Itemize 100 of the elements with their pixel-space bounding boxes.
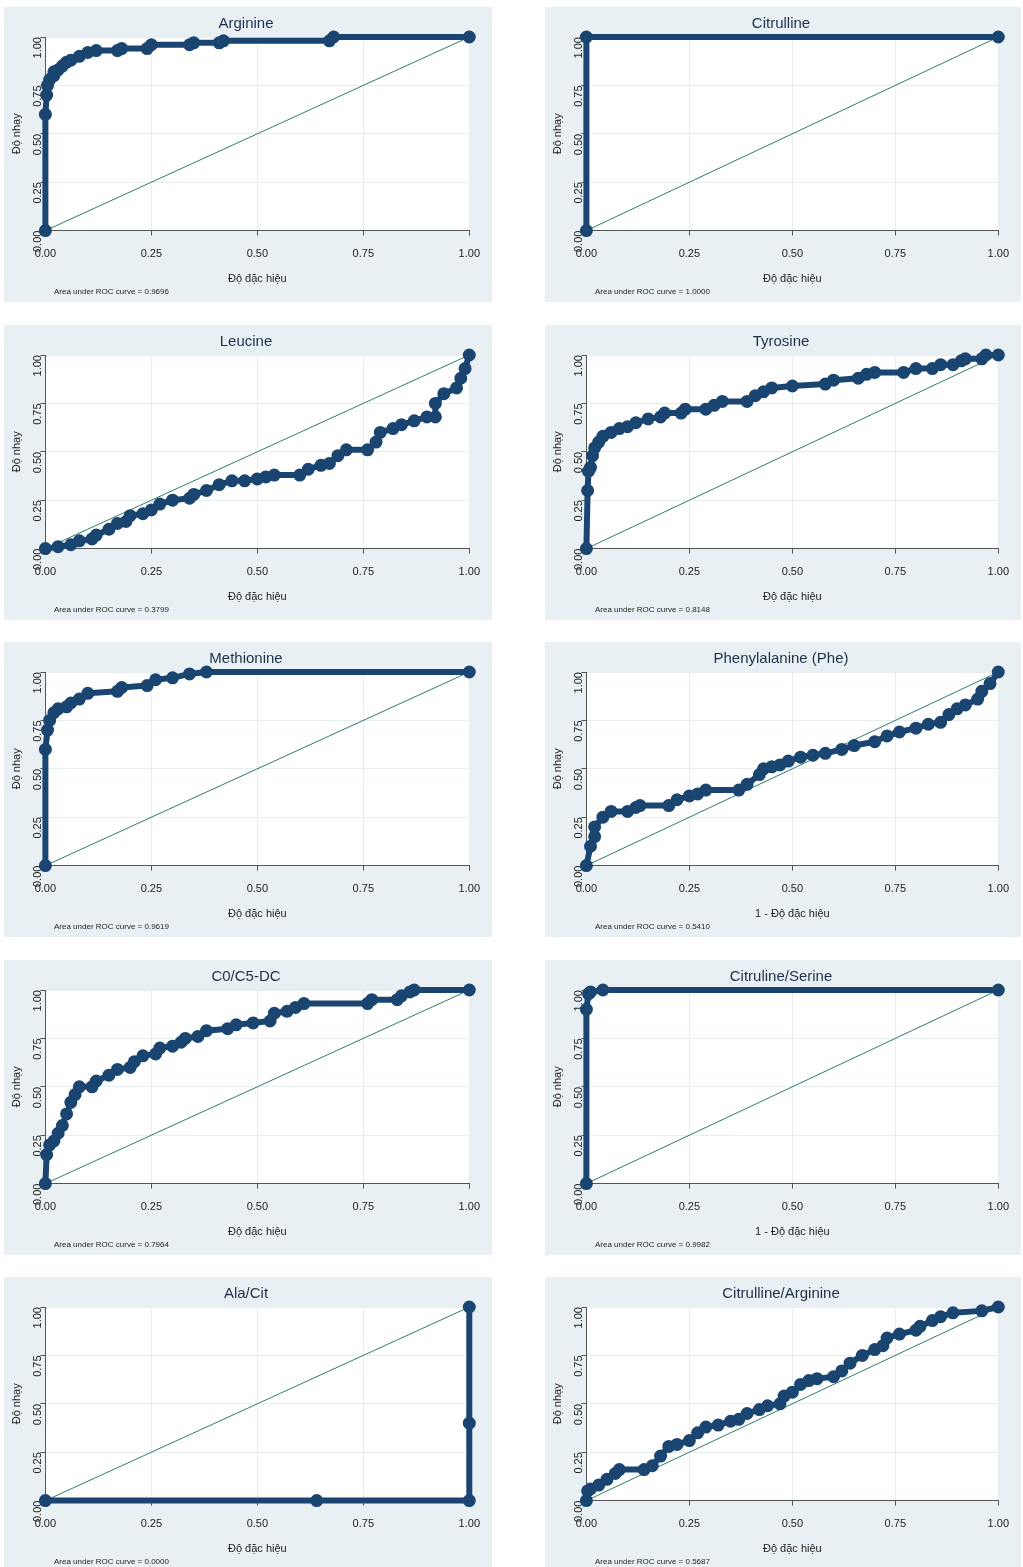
y-tick-label: 0.25 [31, 817, 44, 839]
y-tick-label: 0.50 [31, 451, 44, 474]
x-tick-label: 1.00 [987, 565, 1010, 578]
y-axis-title: Độ nhạy [9, 430, 22, 473]
x-tick-label: 0.50 [246, 1517, 269, 1530]
y-tick-label: 0.75 [31, 1038, 44, 1060]
text: Area under ROC curve = 0.9619 [54, 922, 170, 931]
x-tick-label: 1.00 [458, 1517, 481, 1530]
y-axis-title: Độ nhạy [9, 747, 22, 790]
x-tick-label: 0.75 [884, 247, 907, 260]
y-tick-label: 0.75 [31, 85, 44, 107]
y-tick-label: 1.00 [572, 355, 585, 377]
text: Area under ROC curve = 0.3799 [54, 605, 170, 614]
x-tick-label: 0.25 [678, 1517, 701, 1530]
x-tick-label: 0.50 [246, 565, 269, 578]
y-tick-label: 0.25 [31, 182, 44, 204]
x-tick-label: 0.50 [781, 1517, 804, 1530]
y-axis-title: Độ nhạy [9, 1382, 22, 1425]
x-tick-label: 1.00 [458, 882, 481, 895]
x-tick-label: 0.50 [781, 1200, 804, 1213]
y-tick-label: 0.50 [572, 1086, 585, 1109]
chart-title: Citruline/Serine [729, 967, 833, 985]
x-tick-label: 1.00 [987, 1200, 1010, 1213]
x-tick-label: 1.00 [987, 882, 1010, 895]
chart-title: Methionine [209, 649, 283, 667]
y-tick-label: 0.50 [572, 133, 585, 156]
y-tick-label: 0.50 [572, 768, 585, 791]
y-axis-title: Độ nhạy [550, 1382, 563, 1425]
text: Area under ROC curve = 0.5410 [595, 922, 711, 931]
x-axis-title: Độ đặc hiệu [762, 1542, 822, 1555]
y-tick-label: 1.00 [31, 37, 44, 59]
y-tick-label: 1.00 [572, 1307, 585, 1329]
x-tick-label: 1.00 [458, 565, 481, 578]
chart-title: Phenylalanine (Phe) [713, 649, 849, 667]
y-tick-label: 0.25 [572, 1135, 585, 1157]
chart-title: Leucine [219, 332, 273, 350]
x-axis-title: Độ đặc hiệu [227, 272, 287, 285]
y-tick-label: 0.75 [572, 720, 585, 742]
x-tick-label: 0.25 [140, 1200, 163, 1213]
y-tick-label: 0.50 [31, 1086, 44, 1109]
x-tick-label: 0.50 [246, 247, 269, 260]
y-tick-label: 0.25 [572, 1452, 585, 1474]
y-tick-label: 0.75 [572, 403, 585, 425]
y-tick-label: 0.50 [31, 133, 44, 156]
x-tick-label: 0.25 [140, 565, 163, 578]
chart-title: Citrulline [751, 14, 811, 32]
y-tick-label: 0.50 [572, 451, 585, 474]
text: Area under ROC curve = 0.7964 [54, 1240, 170, 1249]
x-tick-label: 0.25 [678, 882, 701, 895]
text: Area under ROC curve = 0.9982 [595, 1240, 711, 1249]
x-axis-title: Độ đặc hiệu [227, 1225, 287, 1238]
y-tick-label: 1.00 [31, 1307, 44, 1329]
x-tick-label: 0.25 [678, 247, 701, 260]
x-tick-label: 0.50 [781, 882, 804, 895]
y-tick-label: 0.75 [572, 85, 585, 107]
y-tick-label: 1.00 [31, 990, 44, 1012]
x-tick-label: 0.75 [884, 1200, 907, 1213]
chart-title: C0/C5-DC [211, 967, 281, 985]
x-axis-title: Độ đặc hiệu [227, 907, 287, 920]
y-axis-title: Độ nhạy [9, 112, 22, 155]
y-axis-title: Độ nhạy [9, 1065, 22, 1108]
x-tick-label: 0.25 [140, 882, 163, 895]
text: Area under ROC curve = 0.0000 [54, 1557, 170, 1566]
x-axis-title: 1 - Độ đặc hiệu [755, 907, 830, 920]
y-tick-label: 0.25 [31, 1452, 44, 1474]
y-tick-label: 0.25 [572, 182, 585, 204]
y-tick-label: 0.75 [31, 403, 44, 425]
y-tick-label: 0.25 [572, 500, 585, 522]
x-tick-label: 0.75 [884, 565, 907, 578]
chart-title: Arginine [218, 14, 274, 32]
y-tick-label: 1.00 [572, 37, 585, 59]
x-tick-label: 0.25 [678, 1200, 701, 1213]
x-tick-label: 0.50 [781, 247, 804, 260]
x-tick-label: 0.50 [246, 1200, 269, 1213]
x-axis-title: Độ đặc hiệu [762, 272, 822, 285]
x-tick-label: 0.50 [781, 565, 804, 578]
x-axis-title: Độ đặc hiệu [762, 590, 822, 603]
y-axis-title: Độ nhạy [550, 112, 563, 155]
y-tick-label: 1.00 [31, 355, 44, 377]
y-tick-label: 1.00 [572, 672, 585, 694]
x-tick-label: 1.00 [458, 247, 481, 260]
x-tick-label: 1.00 [458, 1200, 481, 1213]
x-axis-title: Độ đặc hiệu [227, 1542, 287, 1555]
text: Area under ROC curve = 1.0000 [595, 287, 711, 296]
y-tick-label: 0.25 [572, 817, 585, 839]
text: Area under ROC curve = 0.5687 [595, 1557, 711, 1566]
y-axis-title: Độ nhạy [550, 1065, 563, 1108]
x-tick-label: 1.00 [987, 247, 1010, 260]
x-tick-label: 1.00 [987, 1517, 1010, 1530]
text: Area under ROC curve = 0.8148 [595, 605, 711, 614]
x-tick-label: 0.75 [352, 1200, 375, 1213]
y-tick-label: 0.50 [572, 1403, 585, 1426]
y-tick-label: 0.50 [31, 1403, 44, 1426]
x-tick-label: 0.50 [246, 882, 269, 895]
chart-title: Ala/Cit [223, 1284, 269, 1302]
y-tick-label: 0.75 [572, 1355, 585, 1377]
y-tick-label: 0.75 [31, 720, 44, 742]
y-tick-label: 0.25 [31, 1135, 44, 1157]
x-tick-label: 0.25 [678, 565, 701, 578]
x-axis-title: Độ đặc hiệu [227, 590, 287, 603]
